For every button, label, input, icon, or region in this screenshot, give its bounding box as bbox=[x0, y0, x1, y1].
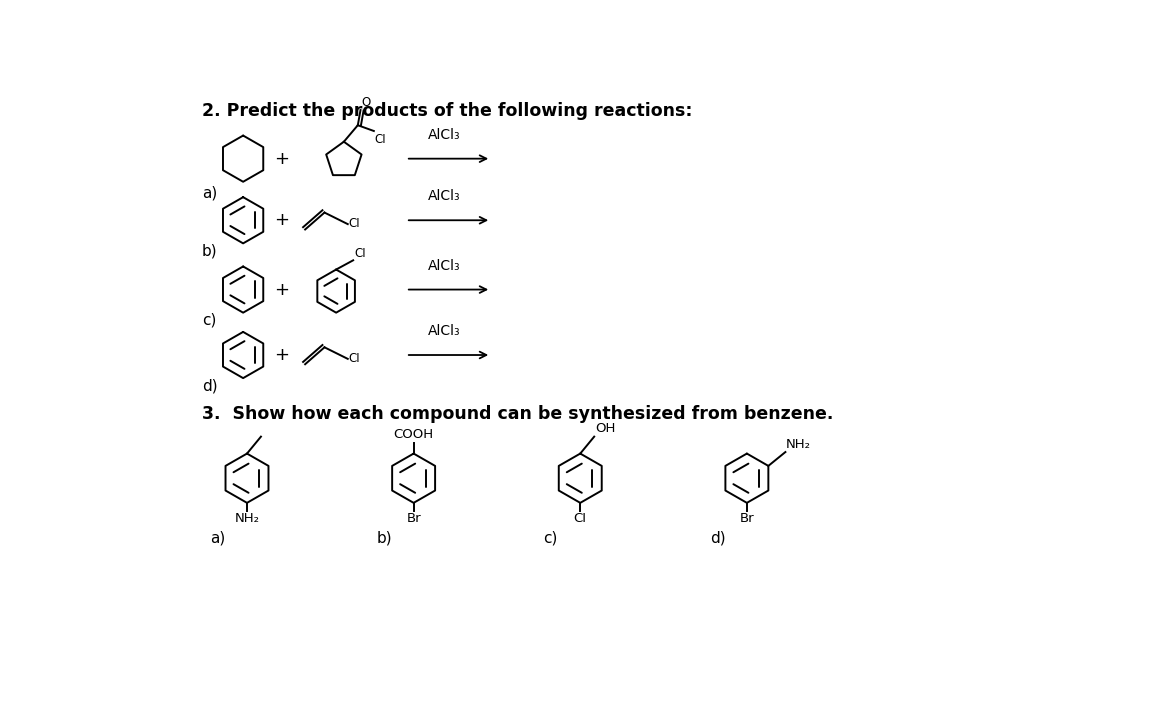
Text: d): d) bbox=[710, 531, 725, 546]
Text: 3.  Show how each compound can be synthesized from benzene.: 3. Show how each compound can be synthes… bbox=[202, 405, 833, 423]
Text: CI: CI bbox=[349, 352, 360, 365]
Text: c): c) bbox=[543, 531, 557, 546]
Text: NH₂: NH₂ bbox=[234, 512, 260, 525]
Text: OH: OH bbox=[596, 422, 615, 435]
Text: 2. Predict the products of the following reactions:: 2. Predict the products of the following… bbox=[202, 102, 693, 121]
Text: +: + bbox=[275, 150, 289, 168]
Text: d): d) bbox=[202, 378, 218, 393]
Text: c): c) bbox=[202, 313, 216, 328]
Text: Br: Br bbox=[739, 512, 755, 525]
Text: AlCl₃: AlCl₃ bbox=[428, 324, 461, 338]
Text: COOH: COOH bbox=[393, 429, 434, 441]
Text: CI: CI bbox=[349, 217, 360, 230]
Text: a): a) bbox=[202, 186, 218, 201]
Text: a): a) bbox=[209, 531, 225, 546]
Text: CI: CI bbox=[573, 512, 586, 525]
Text: CI: CI bbox=[355, 247, 365, 260]
Text: +: + bbox=[275, 211, 289, 229]
Text: O: O bbox=[362, 96, 371, 109]
Text: CI: CI bbox=[374, 132, 386, 145]
Text: +: + bbox=[275, 280, 289, 298]
Text: b): b) bbox=[202, 243, 218, 258]
Text: AlCl₃: AlCl₃ bbox=[428, 128, 461, 142]
Text: NH₂: NH₂ bbox=[786, 439, 811, 452]
Text: AlCl₃: AlCl₃ bbox=[428, 259, 461, 273]
Text: Br: Br bbox=[406, 512, 421, 525]
Text: AlCl₃: AlCl₃ bbox=[428, 189, 461, 203]
Text: +: + bbox=[275, 346, 289, 364]
Text: b): b) bbox=[377, 531, 392, 546]
